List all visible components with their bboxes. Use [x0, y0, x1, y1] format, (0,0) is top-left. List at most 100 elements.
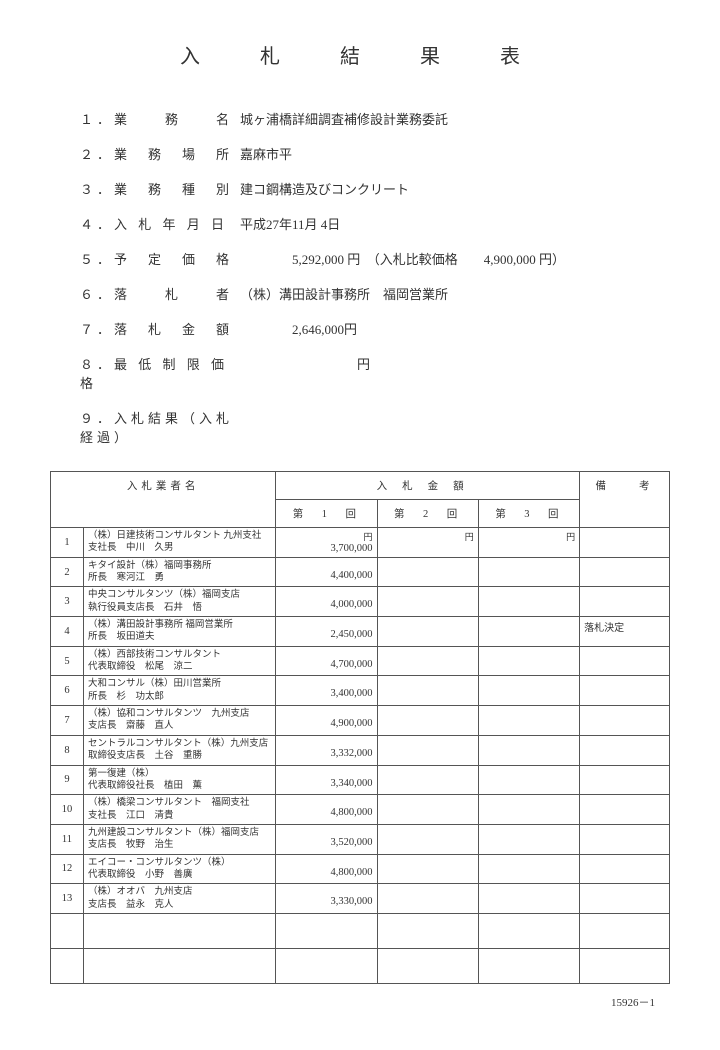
amount-round2 — [377, 646, 478, 676]
amount-round2 — [377, 587, 478, 617]
info-row: ９．入札結果（入札経過） — [80, 408, 670, 446]
info-value: 5,292,000 円 （入札比較価格 4,900,000 円） — [240, 249, 670, 268]
info-label: ８．最 低 制 限 価 格 — [80, 354, 240, 392]
bidder-name: 九州建設コンサルタント（株）福岡支店支店長 牧野 治生 — [83, 824, 275, 854]
th-round3: 第 3 回 — [478, 500, 579, 528]
note-cell — [580, 646, 670, 676]
row-number: 6 — [51, 676, 84, 706]
document-title: 入 札 結 果 表 — [50, 40, 670, 69]
table-row: 2キタイ設計（株）福岡事務所所長 寒河江 勇4,400,000 — [51, 557, 670, 587]
amount-round3 — [478, 617, 579, 647]
table-row: 10（株）橋梁コンサルタント 福岡支社支社長 江口 清貴4,800,000 — [51, 795, 670, 825]
info-label: ６．落 札 者 — [80, 284, 240, 303]
info-label: １．業 務 名 — [80, 109, 240, 128]
th-bidder: 入札業者名 — [51, 472, 276, 528]
row-number: 10 — [51, 795, 84, 825]
note-cell — [580, 706, 670, 736]
table-row: 9第一復建（株）代表取締役社長 植田 薫3,340,000 — [51, 765, 670, 795]
info-label: ２．業 務 場 所 — [80, 144, 240, 163]
amount-round1: 4,800,000 — [276, 854, 377, 884]
info-value: （株）溝田設計事務所 福岡営業所 — [240, 284, 670, 303]
bidder-name: 大和コンサル（株）田川営業所所長 杉 功太郎 — [83, 676, 275, 706]
info-label: ４．入 札 年 月 日 — [80, 214, 240, 233]
amount-round3 — [478, 765, 579, 795]
amount-round2 — [377, 706, 478, 736]
note-cell — [580, 587, 670, 617]
row-number: 8 — [51, 735, 84, 765]
note-cell — [580, 795, 670, 825]
amount-round1: 3,330,000 — [276, 884, 377, 914]
amount-round2 — [377, 765, 478, 795]
info-label: ９．入札結果（入札経過） — [80, 408, 240, 446]
amount-round3 — [478, 587, 579, 617]
info-label: ７．落 札 金 額 — [80, 319, 240, 338]
amount-round3 — [478, 735, 579, 765]
note-cell — [580, 735, 670, 765]
amount-round2 — [377, 676, 478, 706]
amount-round1: 3,332,000 — [276, 735, 377, 765]
bidder-name: 中央コンサルタンツ（株）福岡支店執行役員支店長 石井 悟 — [83, 587, 275, 617]
note-cell — [580, 854, 670, 884]
amount-round1: 4,800,000 — [276, 795, 377, 825]
row-number: 11 — [51, 824, 84, 854]
info-row: ２．業 務 場 所嘉麻市平 — [80, 144, 670, 163]
info-value: 建コ鋼構造及びコンクリート — [240, 179, 670, 198]
info-row: ７．落 札 金 額 2,646,000円 — [80, 319, 670, 338]
table-row: 4（株）溝田設計事務所 福岡営業所所長 坂田道夫2,450,000落札決定 — [51, 617, 670, 647]
bidder-name: （株）溝田設計事務所 福岡営業所所長 坂田道夫 — [83, 617, 275, 647]
amount-round2 — [377, 824, 478, 854]
amount-round1: 3,400,000 — [276, 676, 377, 706]
info-value: 城ヶ浦橋詳細調査補修設計業務委託 — [240, 109, 670, 128]
bidder-name: （株）橋梁コンサルタント 福岡支社支社長 江口 清貴 — [83, 795, 275, 825]
row-number: 2 — [51, 557, 84, 587]
row-number: 12 — [51, 854, 84, 884]
amount-round1: 3,340,000 — [276, 765, 377, 795]
table-row: 6大和コンサル（株）田川営業所所長 杉 功太郎3,400,000 — [51, 676, 670, 706]
note-cell — [580, 676, 670, 706]
amount-round3 — [478, 676, 579, 706]
amount-round2 — [377, 854, 478, 884]
info-value: 2,646,000円 — [240, 319, 670, 338]
table-row: 12エイコー・コンサルタンツ（株）代表取締役 小野 善廣4,800,000 — [51, 854, 670, 884]
info-row: ４．入 札 年 月 日平成27年11月 4日 — [80, 214, 670, 233]
row-number: 5 — [51, 646, 84, 676]
row-number: 4 — [51, 617, 84, 647]
amount-round1: 4,000,000 — [276, 587, 377, 617]
amount-round1: 4,700,000 — [276, 646, 377, 676]
bidder-name: （株）西部技術コンサルタント代表取締役 松尾 涼二 — [83, 646, 275, 676]
amount-round1: 3,520,000 — [276, 824, 377, 854]
note-cell: 落札決定 — [580, 617, 670, 647]
row-number: 13 — [51, 884, 84, 914]
amount-round1: 4,900,000 — [276, 706, 377, 736]
table-row: 1（株）日建技術コンサルタント 九州支社支社長 中川 久男円3,700,000円… — [51, 528, 670, 558]
amount-round2: 円 — [377, 528, 478, 558]
amount-round2 — [377, 884, 478, 914]
info-value: 円 — [240, 354, 670, 392]
note-cell — [580, 557, 670, 587]
amount-round2 — [377, 557, 478, 587]
table-row: 8セントラルコンサルタント（株）九州支店取締役支店長 土谷 重勝3,332,00… — [51, 735, 670, 765]
info-row: ６．落 札 者（株）溝田設計事務所 福岡営業所 — [80, 284, 670, 303]
row-number: 1 — [51, 528, 84, 558]
info-value: 嘉麻市平 — [240, 144, 670, 163]
bidder-name: 第一復建（株）代表取締役社長 植田 薫 — [83, 765, 275, 795]
amount-round3 — [478, 854, 579, 884]
table-row: 5（株）西部技術コンサルタント代表取締役 松尾 涼二4,700,000 — [51, 646, 670, 676]
amount-round2 — [377, 735, 478, 765]
table-row: 7（株）協和コンサルタンツ 九州支店支店長 齋藤 直人4,900,000 — [51, 706, 670, 736]
bid-results-table: 入札業者名 入札金額 備 考 第 1 回 第 2 回 第 3 回 1（株）日建技… — [50, 471, 670, 984]
table-row: 11九州建設コンサルタント（株）福岡支店支店長 牧野 治生3,520,000 — [51, 824, 670, 854]
amount-round3 — [478, 884, 579, 914]
info-row: ３．業 務 種 別建コ鋼構造及びコンクリート — [80, 179, 670, 198]
note-cell — [580, 824, 670, 854]
row-number: 3 — [51, 587, 84, 617]
row-number: 7 — [51, 706, 84, 736]
note-cell — [580, 765, 670, 795]
th-round2: 第 2 回 — [377, 500, 478, 528]
th-round1: 第 1 回 — [276, 500, 377, 528]
amount-round3 — [478, 795, 579, 825]
amount-round2 — [377, 617, 478, 647]
note-cell — [580, 528, 670, 558]
bidder-name: エイコー・コンサルタンツ（株）代表取締役 小野 善廣 — [83, 854, 275, 884]
table-empty-row — [51, 948, 670, 983]
